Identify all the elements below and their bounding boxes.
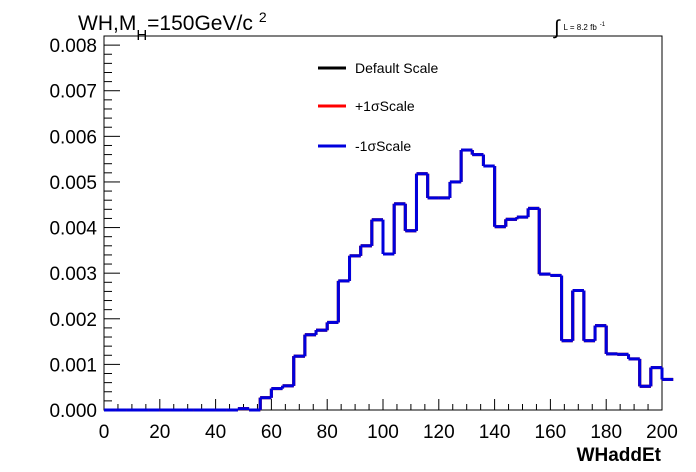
series-2	[104, 148, 674, 412]
y-tick-labels: 0.000 0.001 0.002 0.003 0.004 0.005 0.006 0.007…	[49, 36, 97, 422]
luminosity-text: L = 8.2 fb	[563, 23, 597, 32]
legend-label-plus1sigma: +1σScale	[355, 98, 415, 114]
y-tick-label: 0.004	[49, 219, 97, 240]
x-tick-label: 100	[367, 422, 399, 443]
axis-ticks	[103, 35, 663, 411]
series-0	[104, 148, 674, 412]
title-superscript: 2	[259, 9, 267, 25]
x-tick-label: 120	[423, 422, 455, 443]
y-tick-label: 0.007	[49, 82, 97, 103]
x-tick-label: 60	[261, 422, 282, 443]
x-tick-labels: 0 20 40 60 80 100 120 140 160 180 200	[99, 422, 678, 443]
legend-label-minus1sigma: -1σScale	[355, 138, 411, 154]
y-tick-label: 0.008	[49, 36, 97, 57]
x-tick-label: 20	[149, 422, 170, 443]
y-tick-label: 0.002	[49, 310, 97, 331]
y-tick-label: 0.005	[49, 173, 97, 194]
title-main: =150GeV/c	[147, 12, 253, 35]
chart-title: WH,MH=150GeV/c 2	[78, 9, 267, 44]
title-prefix: WH,M	[78, 12, 136, 35]
x-tick-label: 0	[99, 422, 110, 443]
luminosity-exponent: -1	[600, 22, 606, 28]
legend-label-default: Default Scale	[355, 60, 438, 76]
x-tick-label: 80	[317, 422, 338, 443]
y-tick-label: 0.003	[49, 264, 97, 285]
x-tick-label: 140	[479, 422, 511, 443]
x-tick-label: 40	[205, 422, 226, 443]
y-tick-label: 0.001	[49, 355, 97, 376]
legend: Default Scale +1σScale -1σScale	[318, 60, 438, 154]
x-axis-label: WHaddEt	[577, 445, 662, 466]
x-tick-label: 200	[646, 422, 678, 443]
series-1	[104, 148, 674, 412]
y-tick-label: 0.000	[49, 401, 97, 422]
series-layer	[104, 148, 674, 412]
integral-sign: ∫	[553, 17, 561, 39]
luminosity-label: ∫ L = 8.2 fb -1	[553, 17, 606, 39]
x-tick-label: 160	[535, 422, 567, 443]
y-tick-label: 0.006	[49, 127, 97, 148]
x-tick-label: 180	[590, 422, 622, 443]
